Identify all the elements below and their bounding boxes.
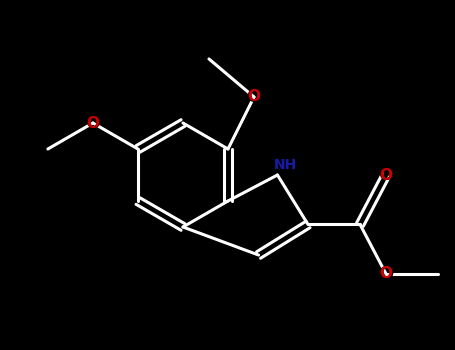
Text: O: O	[248, 90, 261, 105]
Text: O: O	[379, 166, 394, 184]
Text: NH: NH	[274, 158, 297, 172]
Text: O: O	[246, 88, 262, 106]
Text: O: O	[86, 116, 99, 131]
Text: O: O	[379, 266, 393, 281]
Text: NH: NH	[272, 156, 299, 174]
Text: O: O	[379, 168, 393, 182]
Text: O: O	[379, 265, 394, 283]
Text: O: O	[85, 114, 101, 132]
